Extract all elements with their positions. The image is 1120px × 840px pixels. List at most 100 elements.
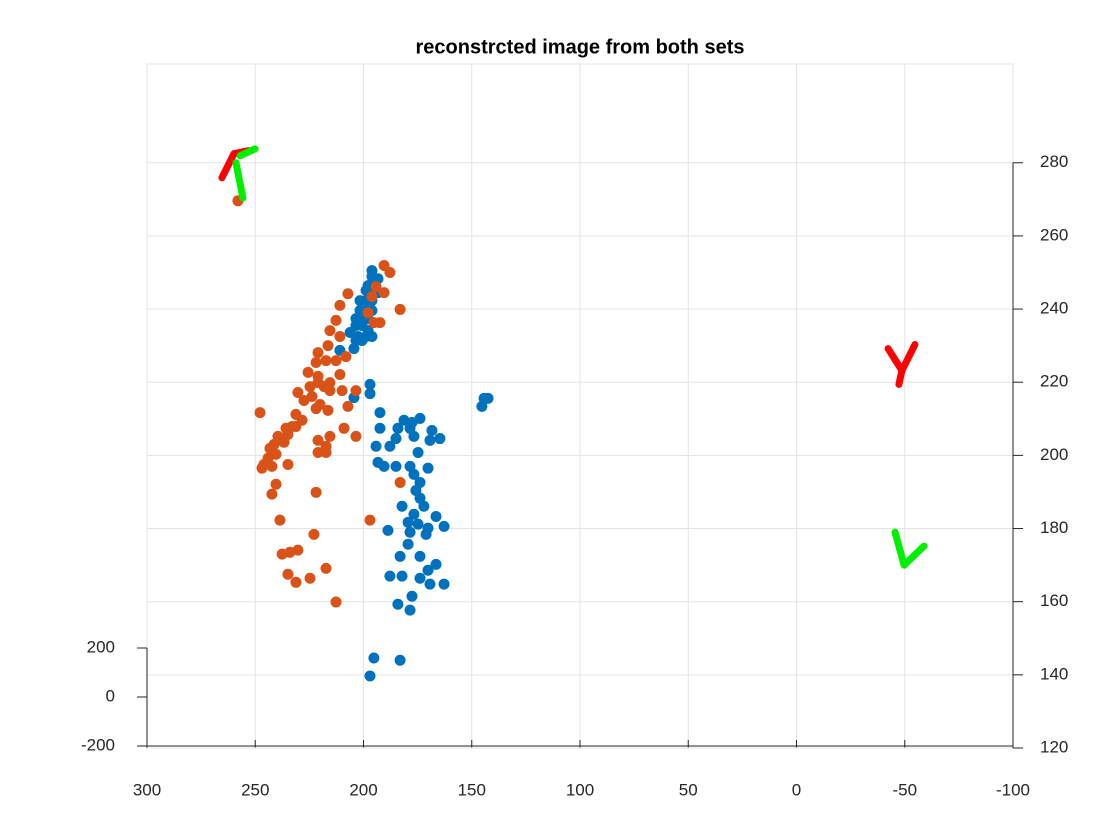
point — [350, 430, 362, 442]
x-tick-label: 250 — [241, 780, 269, 799]
point — [342, 400, 354, 412]
point — [274, 514, 286, 526]
point — [266, 460, 278, 472]
point — [394, 654, 406, 666]
point — [390, 433, 402, 445]
point — [424, 434, 436, 446]
point — [290, 576, 302, 588]
point — [426, 425, 438, 437]
point — [384, 570, 396, 582]
point — [368, 652, 380, 664]
point — [336, 385, 348, 397]
point — [396, 500, 408, 512]
pose-segment — [232, 159, 247, 202]
z-tick-label: 200 — [87, 637, 115, 656]
point — [434, 433, 446, 445]
y-tick-label: 280 — [1040, 152, 1068, 171]
point — [482, 392, 494, 404]
point — [476, 400, 488, 412]
point — [394, 550, 406, 562]
point — [384, 440, 396, 452]
point — [330, 596, 342, 608]
point — [364, 378, 376, 390]
point — [334, 369, 346, 381]
point — [374, 422, 386, 434]
point — [378, 287, 390, 299]
point — [330, 314, 342, 326]
point — [324, 385, 336, 397]
point — [302, 366, 314, 378]
point — [334, 299, 346, 311]
y-tick-label: 240 — [1040, 299, 1068, 318]
point — [402, 538, 414, 550]
point — [278, 436, 290, 448]
point — [364, 514, 376, 526]
pose-segment — [898, 341, 919, 375]
point — [312, 434, 324, 446]
point — [404, 526, 416, 538]
y-tick-label: 200 — [1040, 445, 1068, 464]
point — [340, 351, 352, 363]
point — [390, 460, 402, 472]
point — [322, 340, 334, 352]
point — [408, 508, 420, 520]
point — [308, 528, 320, 540]
point — [356, 335, 368, 347]
point — [430, 558, 442, 570]
x-tick-label: 50 — [679, 780, 698, 799]
y-tick-label: 220 — [1040, 372, 1068, 391]
y-tick-label: 120 — [1040, 737, 1068, 756]
point — [422, 462, 434, 474]
point — [320, 446, 332, 458]
point — [310, 486, 322, 498]
point — [256, 462, 268, 474]
point — [404, 604, 416, 616]
point — [310, 356, 322, 368]
point — [364, 388, 376, 400]
x-tick-label: -50 — [892, 780, 917, 799]
point — [414, 412, 426, 424]
point — [418, 500, 430, 512]
point — [378, 460, 390, 472]
point — [304, 381, 316, 393]
point — [282, 568, 294, 580]
point — [270, 478, 282, 490]
point — [414, 550, 426, 562]
y-tick-label: 160 — [1040, 591, 1068, 610]
x-tick-label: 200 — [349, 780, 377, 799]
x-tick-label: -100 — [996, 780, 1030, 799]
point — [364, 670, 376, 682]
point — [438, 578, 450, 590]
point — [266, 488, 278, 500]
point — [292, 544, 304, 556]
point — [392, 598, 404, 610]
point — [362, 307, 374, 319]
point — [370, 281, 382, 293]
point — [322, 404, 334, 416]
pose-segment — [236, 145, 259, 160]
point — [430, 510, 442, 522]
point — [366, 291, 378, 303]
y-tick-label: 140 — [1040, 664, 1068, 683]
point — [342, 288, 354, 300]
point — [422, 564, 434, 576]
point — [368, 317, 380, 329]
chart-title: reconstrcted image from both sets — [416, 36, 745, 58]
x-tick-label: 300 — [133, 780, 161, 799]
point — [414, 572, 426, 584]
point — [394, 303, 406, 315]
point — [408, 468, 420, 480]
y-tick-label: 260 — [1040, 225, 1068, 244]
point — [298, 395, 310, 407]
point — [334, 331, 346, 343]
pose-segment — [900, 542, 928, 569]
point — [330, 355, 342, 367]
point — [350, 385, 362, 397]
z-tick-label: 0 — [106, 686, 115, 705]
pose-segment — [218, 150, 238, 182]
x-tick-label: 150 — [458, 780, 486, 799]
point — [382, 524, 394, 536]
point — [320, 562, 332, 574]
